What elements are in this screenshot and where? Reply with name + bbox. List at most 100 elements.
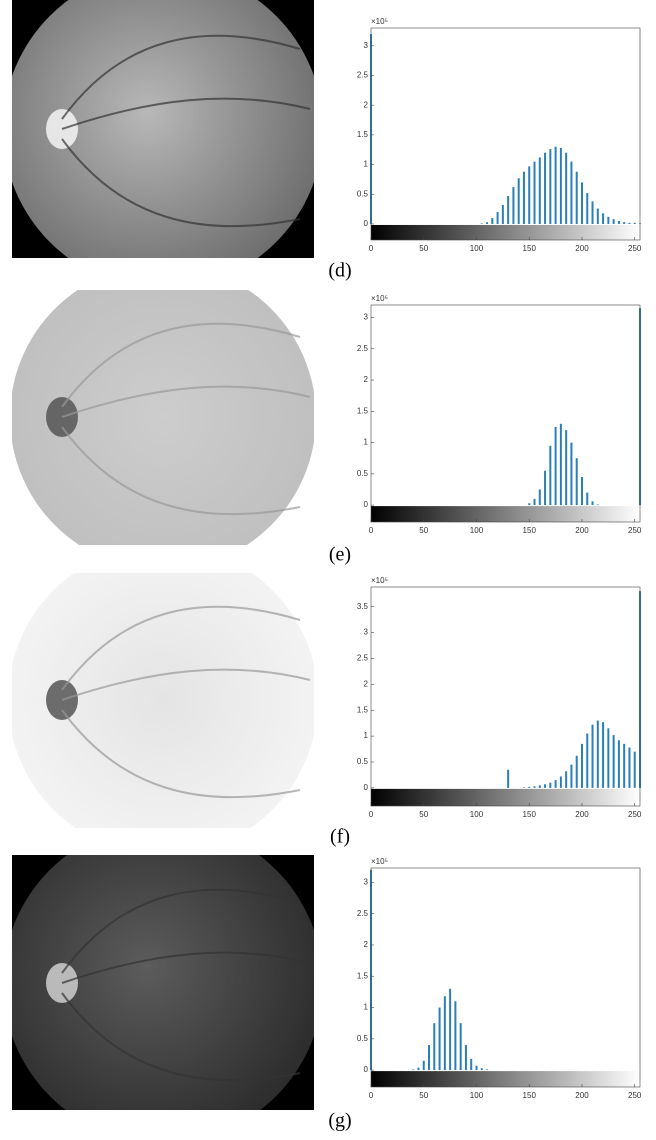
caption: (g) <box>328 1110 351 1132</box>
x-tick-label: 250 <box>628 1091 642 1100</box>
x-tick-label: 150 <box>523 244 537 253</box>
bar <box>554 146 557 224</box>
bar <box>454 1001 457 1071</box>
x-tick-label: 200 <box>575 244 589 253</box>
bar <box>580 182 583 224</box>
y-exponent: ×10⁵ <box>371 294 388 303</box>
y-tick-label: 2.5 <box>357 71 369 80</box>
bar <box>549 149 552 224</box>
fundus-image <box>12 290 314 545</box>
x-tick-label: 150 <box>523 810 537 819</box>
x-tick-label: 100 <box>470 810 484 819</box>
x-tick-label: 200 <box>575 526 589 535</box>
vessel <box>61 138 301 228</box>
bar <box>617 740 620 788</box>
y-tick-label: 0 <box>364 219 369 228</box>
bar <box>596 720 599 788</box>
bar <box>470 1058 473 1071</box>
bar <box>459 1023 462 1071</box>
y-tick-label: 2 <box>364 375 369 384</box>
fundus-image <box>12 573 314 828</box>
bar <box>480 223 483 224</box>
y-tick-label: 3 <box>364 313 369 322</box>
y-tick-label: 1.5 <box>357 406 369 415</box>
bar <box>554 426 557 506</box>
bar <box>486 222 489 224</box>
bar <box>570 442 573 506</box>
plot-frame <box>370 27 641 241</box>
bar <box>586 492 589 506</box>
fundus-image <box>12 855 314 1110</box>
bar <box>596 208 599 224</box>
x-tick-label: 150 <box>523 526 537 535</box>
bar <box>528 786 531 788</box>
bar <box>580 743 583 788</box>
bar <box>565 771 568 788</box>
bar <box>633 751 636 788</box>
bar <box>633 222 636 224</box>
bar <box>491 218 494 224</box>
bar <box>565 152 568 224</box>
bar <box>512 187 515 224</box>
bar <box>575 755 578 788</box>
x-tick-label: 100 <box>470 244 484 253</box>
fundus-image <box>12 0 314 258</box>
plot-area <box>371 305 640 522</box>
plot-frame <box>370 304 641 523</box>
bar <box>528 503 531 506</box>
y-tick-label: 2 <box>364 679 369 688</box>
bar <box>528 166 531 224</box>
y-tick-label: 1 <box>364 1003 369 1012</box>
fundus <box>12 855 314 1110</box>
bar <box>559 423 562 506</box>
bar <box>559 776 562 788</box>
vessel <box>61 992 301 1082</box>
x-tick-label: 50 <box>419 1091 428 1100</box>
plot-frame <box>370 586 641 807</box>
bar <box>565 430 568 506</box>
y-tick-label: 2.5 <box>357 654 369 663</box>
bar <box>443 996 446 1071</box>
vessel <box>61 426 301 516</box>
y-exponent: ×10⁵ <box>371 857 388 866</box>
y-exponent: ×10⁵ <box>371 17 388 26</box>
bar <box>612 735 615 788</box>
y-tick-label: 1.5 <box>357 130 369 139</box>
bar <box>480 1068 483 1071</box>
colorbar <box>371 224 640 240</box>
bar <box>559 147 562 224</box>
y-tick-label: 3 <box>364 41 369 50</box>
bar <box>533 786 536 788</box>
bar <box>623 743 626 788</box>
vessel <box>61 97 311 130</box>
bar <box>501 204 504 224</box>
x-tick-label: 100 <box>470 526 484 535</box>
y-tick-label: 0 <box>364 783 369 792</box>
bar <box>522 787 525 788</box>
y-tick-label: 3 <box>364 878 369 887</box>
bar <box>591 501 594 506</box>
bar <box>586 193 589 224</box>
y-tick-label: 3 <box>364 628 369 637</box>
y-tick-label: 1 <box>364 438 369 447</box>
y-tick-label: 0.5 <box>357 189 369 198</box>
bar <box>533 498 536 506</box>
vessel <box>61 709 301 799</box>
x-tick-label: 250 <box>628 244 642 253</box>
bar <box>570 161 573 224</box>
y-tick-label: 1.5 <box>357 971 369 980</box>
bar <box>538 489 541 506</box>
bar <box>591 201 594 224</box>
y-tick-label: 3.5 <box>357 602 369 611</box>
bar <box>602 213 605 224</box>
vessel <box>61 322 301 408</box>
vessel <box>61 605 301 691</box>
colorbar <box>371 1071 640 1087</box>
x-tick-label: 200 <box>575 1091 589 1100</box>
fundus <box>12 290 314 545</box>
bar <box>586 733 589 788</box>
x-tick-label: 250 <box>628 526 642 535</box>
bar <box>428 1045 431 1071</box>
plot-area <box>371 28 640 240</box>
